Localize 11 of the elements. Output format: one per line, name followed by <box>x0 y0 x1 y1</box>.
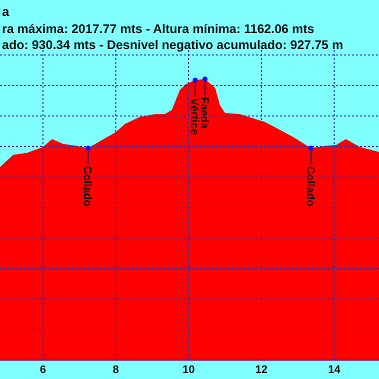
x-tick-label: 8 <box>112 364 119 376</box>
x-tick-label: 12 <box>255 364 268 376</box>
x-tick-label: 6 <box>40 364 46 376</box>
chart-title: a <box>2 4 10 19</box>
chart-subtitle: ra máxima: 2017.77 mts - Altura mínima: 1162.06 mts ado: 930.34 mts - Desnivel negativo acumulado: 927.75 m <box>2 22 344 52</box>
annotation: Collado <box>81 166 94 207</box>
x-tick-label: 10 <box>182 364 195 376</box>
annotation: Collado <box>304 166 316 207</box>
x-tick-label: 14 <box>328 364 342 376</box>
annotation: Faeda <box>198 97 210 130</box>
annotation: Vértice <box>188 98 200 135</box>
